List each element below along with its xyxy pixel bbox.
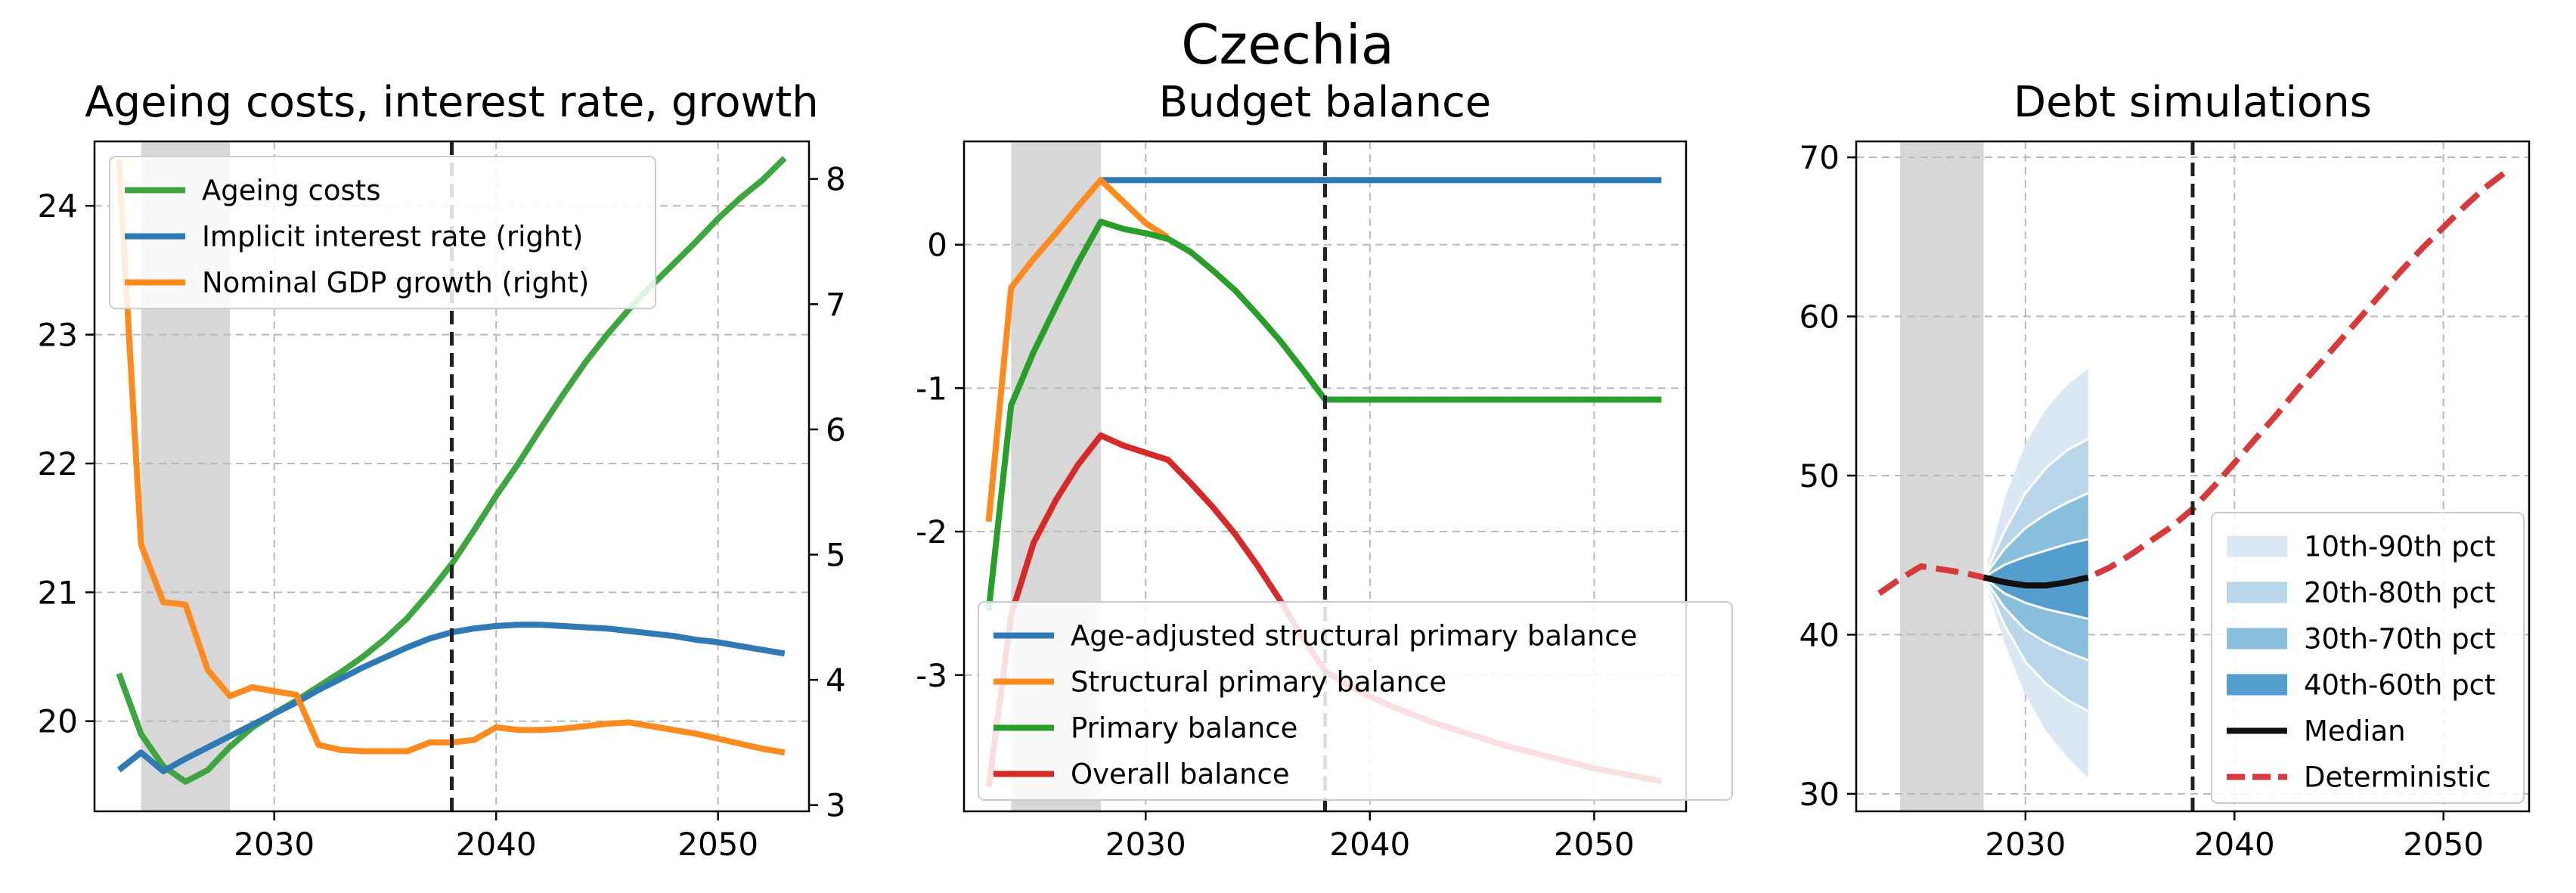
x-tick-label: 2030 — [234, 826, 315, 863]
y-tick-label: 0 — [927, 227, 947, 264]
legend-label: 40th-60th pct — [2304, 669, 2496, 702]
panel-ageing: Ageing costs, interest rate, growth 2030 2… — [38, 78, 846, 863]
y-right-tick-label: 7 — [826, 286, 846, 323]
fan-band-edge — [1982, 576, 2089, 662]
series-line — [1982, 574, 2089, 589]
legend-box — [109, 156, 656, 309]
fan-band-edge — [1982, 438, 2089, 578]
y-right-tick-label: 3 — [826, 787, 846, 824]
legend-swatch — [2227, 581, 2287, 603]
legend-label: Primary balance — [1071, 712, 1297, 745]
y-tick-label: 50 — [1799, 457, 1840, 495]
legend-swatch — [2227, 535, 2287, 557]
y-tick-label: 21 — [38, 574, 78, 611]
y-tick-label: 30 — [1799, 776, 1840, 813]
y-tick-label: 23 — [38, 317, 78, 354]
legend-box — [978, 601, 1733, 801]
shaded-period — [1900, 141, 1984, 811]
y-tick-label: -2 — [916, 513, 947, 550]
y-tick-label: 20 — [38, 703, 78, 740]
legend-box — [2211, 512, 2525, 804]
legend-label: Implicit interest rate (right) — [202, 221, 583, 253]
y-tick-label: 22 — [38, 445, 78, 482]
x-tick-label: 2030 — [1985, 826, 2066, 863]
x-tick-label: 2040 — [2194, 826, 2275, 863]
y-tick-label: -1 — [916, 370, 947, 407]
fan-band — [1983, 539, 2088, 619]
panel-title: Debt simulations — [2013, 78, 2372, 127]
legend-label: Deterministic — [2304, 761, 2491, 794]
legend-label: Median — [2304, 715, 2406, 748]
legend-label: 10th-90th pct — [2304, 531, 2496, 563]
y-right-tick-label: 4 — [826, 662, 846, 699]
series-line — [985, 219, 1662, 611]
y-tick-label: 60 — [1799, 298, 1840, 335]
x-tick-label: 2050 — [2403, 826, 2484, 863]
axes-frame — [93, 140, 811, 813]
fan-band-edge — [1982, 491, 2089, 578]
panel-title: Ageing costs, interest rate, growth — [85, 78, 819, 127]
y-tick-label: 70 — [1799, 139, 1840, 176]
panel-title: Budget balance — [1159, 78, 1492, 127]
legend-label: Ageing costs — [202, 175, 381, 207]
legend-label: Age-adjusted structural primary balance — [1071, 620, 1638, 653]
series-line — [116, 156, 787, 785]
legend-swatch — [2227, 674, 2287, 696]
figure-title: Czechia — [1181, 13, 1394, 76]
y-tick-label: 24 — [38, 188, 78, 225]
data-layer — [1877, 169, 2509, 778]
panel-budget: Budget balance 2030 2040 2050 0 -1 -2 -3 Age-adj… — [916, 78, 1733, 863]
y-right-tick-label: 6 — [826, 411, 846, 448]
x-tick-label: 2050 — [677, 826, 758, 863]
legend-label: Nominal GDP growth (right) — [202, 267, 589, 299]
y-right-tick-label: 8 — [826, 161, 846, 198]
fan-band-edge — [1982, 576, 2089, 620]
legend-label: 20th-80th pct — [2304, 577, 2496, 609]
x-tick-label: 2050 — [1554, 826, 1635, 863]
axes-frame — [963, 140, 1688, 813]
x-tick-label: 2030 — [1105, 826, 1186, 863]
legend-label: Structural primary balance — [1071, 666, 1446, 699]
y-right-tick-label: 5 — [826, 537, 846, 574]
y-tick-label: 40 — [1799, 616, 1840, 653]
panel-debt: Debt simulations 2030 2040 2050 30 40 50 60 70 10… — [1799, 78, 2531, 863]
fan-band-edge — [1982, 538, 2089, 578]
legend-label: Overall balance — [1071, 758, 1290, 791]
legend-label: 30th-70th pct — [2304, 623, 2496, 656]
x-tick-label: 2040 — [456, 826, 537, 863]
x-tick-label: 2040 — [1329, 826, 1410, 863]
series-line — [985, 177, 1170, 522]
legend-swatch — [2227, 628, 2287, 650]
y-tick-label: -3 — [916, 657, 947, 694]
fan-band-edge — [1982, 576, 2089, 712]
